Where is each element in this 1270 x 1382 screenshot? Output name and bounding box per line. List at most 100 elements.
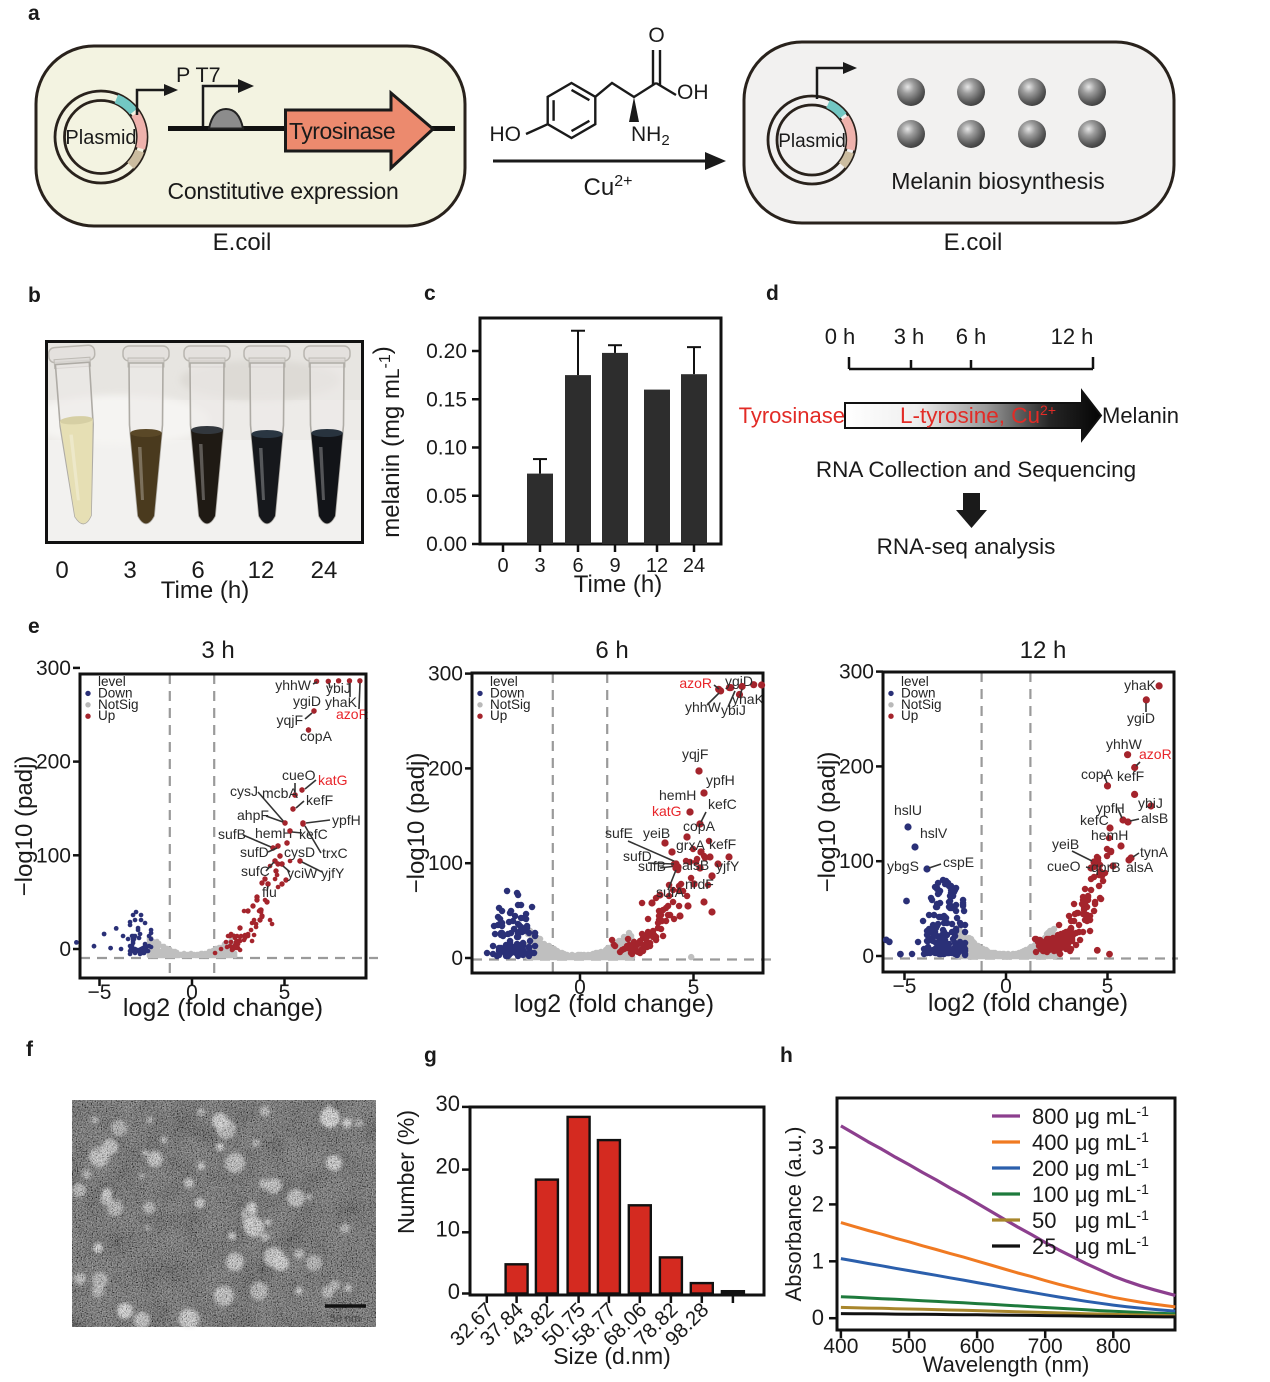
- svg-text:−log10 (padj): −log10 (padj): [403, 753, 430, 894]
- svg-text:ygiD: ygiD: [725, 673, 753, 689]
- svg-text:yhaK: yhaK: [732, 691, 765, 707]
- svg-text:0.05: 0.05: [426, 485, 467, 508]
- svg-text:b: b: [28, 284, 41, 307]
- svg-text:sufD: sufD: [623, 848, 652, 864]
- svg-text:d: d: [766, 282, 779, 305]
- svg-text:kefC: kefC: [708, 796, 737, 812]
- svg-text:log2 (fold change): log2 (fold change): [123, 994, 323, 1022]
- svg-text:yqjF: yqjF: [682, 746, 708, 762]
- svg-text:2: 2: [812, 1191, 824, 1216]
- svg-text:300: 300: [36, 657, 71, 680]
- svg-text:800 μg mL-1: 800 μg mL-1: [1032, 1103, 1149, 1129]
- svg-text:ypfH: ypfH: [1096, 800, 1125, 816]
- svg-text:hemH: hemH: [1091, 827, 1128, 843]
- svg-text:kefC: kefC: [1080, 812, 1109, 828]
- svg-text:azoR: azoR: [679, 675, 712, 691]
- svg-text:400 μg mL-1: 400 μg mL-1: [1032, 1129, 1149, 1155]
- svg-text:100: 100: [839, 850, 874, 873]
- svg-text:400: 400: [823, 1335, 858, 1358]
- svg-text:0: 0: [186, 981, 198, 1004]
- svg-text:RNA Collection and Sequencing: RNA Collection and Sequencing: [816, 457, 1136, 482]
- svg-text:E.coil: E.coil: [213, 229, 272, 256]
- svg-text:0: 0: [862, 945, 874, 968]
- svg-text:f: f: [26, 1038, 34, 1061]
- svg-text:cspE: cspE: [943, 854, 974, 870]
- svg-text:sufB: sufB: [638, 858, 666, 874]
- svg-text:3: 3: [534, 555, 545, 577]
- svg-text:alsB: alsB: [682, 857, 709, 873]
- svg-text:yhaK: yhaK: [1124, 677, 1157, 693]
- svg-text:yqjF: yqjF: [277, 712, 303, 728]
- svg-text:200: 200: [428, 757, 463, 780]
- svg-text:yeiB: yeiB: [643, 825, 670, 841]
- svg-text:ybiJ: ybiJ: [1138, 795, 1163, 811]
- svg-text:kefF: kefF: [1117, 768, 1144, 784]
- svg-text:800: 800: [1096, 1335, 1131, 1358]
- svg-text:kefC: kefC: [299, 826, 328, 842]
- svg-text:6 h: 6 h: [595, 637, 628, 664]
- svg-text:yhhW: yhhW: [275, 677, 312, 693]
- svg-text:yhaK: yhaK: [325, 694, 358, 710]
- svg-text:6: 6: [191, 557, 204, 584]
- svg-text:copA: copA: [683, 818, 716, 834]
- svg-text:Tyrosinase: Tyrosinase: [289, 118, 395, 144]
- svg-text:200: 200: [839, 755, 874, 778]
- svg-text:700: 700: [1028, 1335, 1063, 1358]
- svg-text:yjfY: yjfY: [321, 865, 345, 881]
- svg-text:HO: HO: [490, 123, 522, 146]
- svg-text:trxC: trxC: [322, 845, 348, 861]
- svg-text:Time (h): Time (h): [161, 577, 249, 604]
- svg-text:0: 0: [59, 938, 71, 961]
- svg-text:ahpF: ahpF: [237, 807, 269, 823]
- svg-text:3 h: 3 h: [201, 637, 234, 664]
- svg-text:a: a: [28, 2, 40, 25]
- svg-text:100: 100: [36, 844, 71, 867]
- svg-text:ybiJ: ybiJ: [326, 680, 351, 696]
- svg-text:Tyrosinase: Tyrosinase: [739, 403, 845, 428]
- svg-text:200 μg mL-1: 200 μg mL-1: [1032, 1155, 1149, 1181]
- svg-text:Down: Down: [98, 685, 133, 700]
- svg-text:yeiB: yeiB: [1052, 836, 1079, 852]
- svg-text:12: 12: [248, 557, 275, 584]
- svg-text:e: e: [28, 615, 40, 638]
- svg-text:OH: OH: [677, 81, 709, 104]
- svg-text:sufB: sufB: [218, 826, 246, 842]
- svg-text:hslV: hslV: [920, 825, 948, 841]
- svg-text:hemH: hemH: [255, 825, 292, 841]
- svg-text:hemH: hemH: [659, 787, 696, 803]
- svg-text:12: 12: [646, 555, 668, 577]
- svg-text:300: 300: [839, 661, 874, 684]
- svg-text:log2 (fold change): log2 (fold change): [514, 990, 714, 1018]
- svg-text:Down: Down: [490, 685, 525, 700]
- svg-text:−5: −5: [893, 975, 917, 998]
- svg-text:3: 3: [123, 557, 136, 584]
- svg-text:cysJ: cysJ: [230, 783, 258, 799]
- svg-text:melanin (mg mL-1): melanin (mg mL-1): [369, 346, 405, 538]
- svg-text:hslU: hslU: [894, 802, 922, 818]
- svg-text:Up: Up: [490, 708, 507, 723]
- svg-text:yjfY: yjfY: [716, 858, 740, 874]
- svg-text:100: 100: [428, 852, 463, 875]
- svg-text:level: level: [98, 674, 126, 689]
- svg-text:yciW: yciW: [287, 865, 318, 881]
- svg-text:Melanin biosynthesis: Melanin biosynthesis: [891, 168, 1105, 194]
- svg-text:c: c: [424, 282, 436, 305]
- svg-text:0: 0: [55, 557, 68, 584]
- svg-text:6: 6: [572, 555, 583, 577]
- svg-text:alsB: alsB: [1141, 810, 1168, 826]
- svg-text:P T7: P T7: [176, 63, 221, 87]
- svg-text:Wavelength (nm): Wavelength (nm): [923, 1352, 1090, 1377]
- svg-text:500: 500: [891, 1335, 926, 1358]
- svg-text:6 h: 6 h: [956, 324, 987, 349]
- svg-text:12 h: 12 h: [1051, 324, 1094, 349]
- svg-text:ygiD: ygiD: [293, 693, 321, 709]
- svg-text:0: 0: [451, 947, 463, 970]
- svg-text:copA: copA: [300, 728, 333, 744]
- svg-text:sufA: sufA: [656, 884, 685, 900]
- svg-text:100 μg mL-1: 100 μg mL-1: [1032, 1181, 1149, 1207]
- svg-text:12 h: 12 h: [1020, 637, 1067, 664]
- svg-text:5: 5: [1102, 975, 1114, 998]
- svg-text:NotSig: NotSig: [490, 697, 531, 712]
- svg-text:cysD: cysD: [284, 844, 315, 860]
- svg-text:h: h: [780, 1044, 793, 1067]
